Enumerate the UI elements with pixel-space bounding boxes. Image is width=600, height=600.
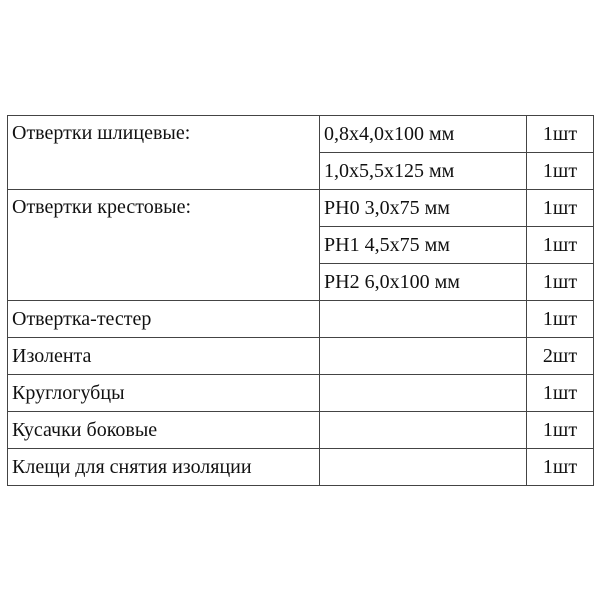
item-quantity-cell: 1шт [526,189,594,227]
item-spec-cell: PH0 3,0x75 мм [319,189,527,227]
table-row: Изолента 2шт [7,337,594,375]
item-name-cell: Клещи для снятия изоляции [7,448,320,486]
item-spec-cell: 0,8x4,0x100 мм [319,115,527,153]
table-row: PH1 4,5x75 мм 1шт [8,226,594,264]
item-name-cell: Кусачки боковые [7,411,320,449]
item-quantity-cell: 1шт [526,263,594,301]
tool-kit-table: Отвертки шлицевые: 0,8x4,0x100 мм 1шт 1,0x5… [7,115,594,486]
item-name-cell: Отвертка-тестер [7,300,320,338]
item-spec-cell: PH1 4,5x75 мм [319,226,527,264]
item-quantity-cell: 1шт [526,300,594,338]
item-spec-cell [319,374,527,412]
item-spec-cell [319,448,527,486]
item-spec-cell [319,411,527,449]
item-quantity-cell: 1шт [526,115,594,153]
item-quantity-cell: 2шт [526,337,594,375]
item-spec-cell: PH2 6,0x100 мм [319,263,527,301]
table-row: Отвертка-тестер 1шт [7,300,594,338]
item-quantity-cell: 1шт [526,411,594,449]
item-quantity-cell: 1шт [526,374,594,412]
item-quantity-cell: 1шт [526,152,594,190]
item-name-cell: Изолента [7,337,320,375]
item-name-cell: Круглогубцы [7,374,320,412]
table-row: PH2 6,0x100 мм 1шт [8,263,594,301]
table-row: Круглогубцы 1шт [7,374,594,412]
item-quantity-cell: 1шт [526,226,594,264]
table-row: Отвертки шлицевые: 0,8x4,0x100 мм 1шт [7,115,594,190]
table-row: Кусачки боковые 1шт [7,411,594,449]
item-name-cell: Отвертки шлицевые: [7,115,320,190]
item-spec-cell: 1,0x5,5x125 мм [319,152,527,190]
table-row: 1,0x5,5x125 мм 1шт [8,152,594,190]
item-spec-cell [319,337,527,375]
item-name-cell: Отвертки крестовые: [7,189,320,301]
item-quantity-cell: 1шт [526,448,594,486]
item-spec-cell [319,300,527,338]
table-row: Клещи для снятия изоляции 1шт [7,448,594,486]
table-row: Отвертки крестовые: PH0 3,0x75 мм 1шт [7,189,594,301]
